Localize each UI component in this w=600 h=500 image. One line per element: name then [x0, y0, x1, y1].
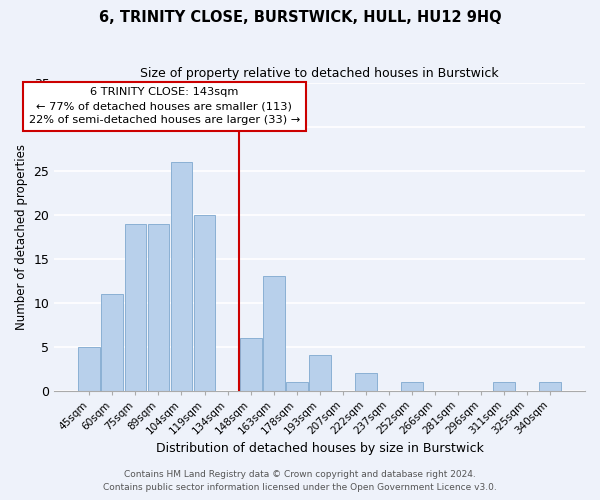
Bar [170, 162, 193, 390]
Bar [355, 373, 377, 390]
X-axis label: Distribution of detached houses by size in Burstwick: Distribution of detached houses by size … [156, 442, 484, 455]
Bar [148, 224, 169, 390]
Bar [286, 382, 308, 390]
Bar [493, 382, 515, 390]
Bar [401, 382, 423, 390]
Bar [79, 346, 100, 391]
Bar [194, 215, 215, 390]
Bar [539, 382, 561, 390]
Bar [125, 224, 146, 390]
Bar [101, 294, 124, 390]
Text: 6, TRINITY CLOSE, BURSTWICK, HULL, HU12 9HQ: 6, TRINITY CLOSE, BURSTWICK, HULL, HU12 … [98, 10, 502, 25]
Bar [263, 276, 284, 390]
Text: 6 TRINITY CLOSE: 143sqm
← 77% of detached houses are smaller (113)
22% of semi-d: 6 TRINITY CLOSE: 143sqm ← 77% of detache… [29, 88, 300, 126]
Text: Contains HM Land Registry data © Crown copyright and database right 2024.
Contai: Contains HM Land Registry data © Crown c… [103, 470, 497, 492]
Bar [239, 338, 262, 390]
Y-axis label: Number of detached properties: Number of detached properties [15, 144, 28, 330]
Bar [309, 356, 331, 390]
Title: Size of property relative to detached houses in Burstwick: Size of property relative to detached ho… [140, 68, 499, 80]
